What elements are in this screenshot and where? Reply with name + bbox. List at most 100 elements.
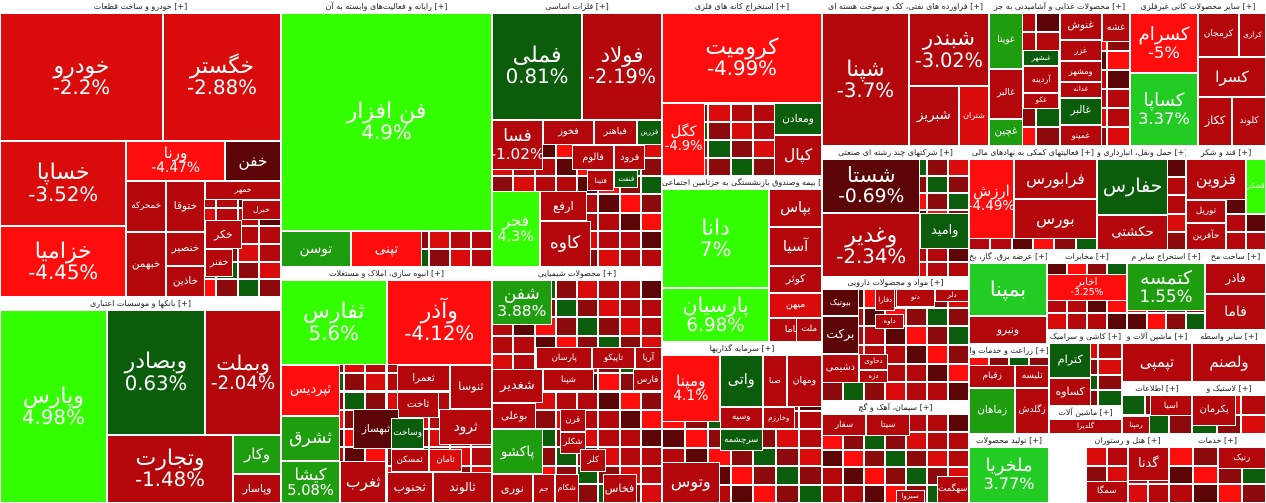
stock-tile[interactable]: خگستر -2.88% <box>162 13 281 141</box>
minor-stock-tile[interactable] <box>598 280 620 299</box>
stock-tile[interactable]: وپارس 4.98% <box>0 310 107 503</box>
stock-tile[interactable]: ثغرب <box>340 460 387 503</box>
stock-tile[interactable]: فاذر <box>1205 263 1266 294</box>
sector-header[interactable]: انبوه سازی، املاک و مستغلات [+] <box>281 267 492 281</box>
minor-stock-tile[interactable] <box>822 467 843 486</box>
stock-tile[interactable]: خاذین <box>165 265 206 297</box>
minor-stock-tile[interactable] <box>449 248 471 267</box>
sector-header[interactable]: کاشی و سرامیک [+] <box>1049 330 1122 344</box>
stock-tile[interactable]: غالبر <box>989 68 1023 120</box>
minor-stock-tile[interactable] <box>799 429 822 448</box>
stock-tile[interactable]: حکشتی <box>1097 215 1169 250</box>
stock-tile[interactable]: صبا <box>762 355 787 407</box>
minor-stock-tile[interactable] <box>1097 390 1122 406</box>
stock-tile[interactable]: جم <box>532 474 555 503</box>
stock-tile[interactable]: غشه <box>1101 13 1130 43</box>
minor-stock-tile[interactable] <box>1146 313 1166 330</box>
minor-stock-tile[interactable] <box>619 230 641 249</box>
stock-tile[interactable]: غزر <box>1059 39 1102 61</box>
stock-tile[interactable]: ومشهر <box>1059 60 1102 83</box>
minor-stock-tile[interactable] <box>864 382 885 401</box>
minor-stock-tile[interactable] <box>1241 414 1266 434</box>
sector-header[interactable]: خودرو و ساخت قطعات [+] <box>0 0 281 14</box>
minor-stock-tile[interactable] <box>927 193 948 211</box>
stock-tile[interactable]: کرمجان <box>1198 13 1239 57</box>
stock-tile[interactable]: بورس <box>1013 199 1097 240</box>
sector-header[interactable]: محصولات شیمیایی [+] <box>492 267 662 281</box>
minor-stock-tile[interactable] <box>1087 313 1107 330</box>
sector-header[interactable]: بانکها و موسسات اعتباری [+] <box>0 297 281 311</box>
sector-header[interactable]: مخابرات [+] <box>1047 250 1127 264</box>
minor-stock-tile[interactable] <box>1246 231 1266 250</box>
sector-header[interactable]: هتل و رستوران [+] <box>1086 434 1169 448</box>
stock-tile[interactable]: وغدیر -2.34% <box>822 213 921 279</box>
stock-tile[interactable]: وتجارت -1.48% <box>106 435 234 503</box>
sector-header[interactable]: سایر واسطه [+] <box>1192 330 1266 344</box>
minor-stock-tile[interactable] <box>1036 108 1060 127</box>
stock-tile[interactable]: حآفرین <box>1186 222 1226 250</box>
stock-tile[interactable]: ومهان <box>786 355 822 407</box>
sector-header[interactable]: فلزات اساسی [+] <box>492 0 662 14</box>
stock-tile[interactable]: ثامان <box>428 449 463 472</box>
stock-tile[interactable]: رنیک <box>1217 447 1266 470</box>
stock-tile[interactable]: غبشهر <box>1022 50 1060 67</box>
stock-tile[interactable]: دتو <box>895 289 936 307</box>
minor-stock-tile[interactable] <box>555 317 577 336</box>
minor-stock-tile[interactable] <box>598 428 620 448</box>
sector-header[interactable]: ماشین آلات [+] <box>1049 406 1122 420</box>
minor-stock-tile[interactable] <box>822 485 843 503</box>
minor-stock-tile[interactable] <box>598 230 620 249</box>
stock-tile[interactable]: فالوم <box>571 145 615 171</box>
stock-tile[interactable]: تپمپی <box>1122 343 1192 382</box>
minor-stock-tile[interactable] <box>948 176 969 194</box>
minor-stock-tile[interactable] <box>619 248 641 267</box>
minor-stock-tile[interactable] <box>927 345 948 364</box>
stock-tile[interactable]: فرود <box>614 145 645 171</box>
stock-tile[interactable]: کتمسه 1.55% <box>1127 263 1205 312</box>
minor-stock-tile[interactable] <box>753 103 777 122</box>
stock-tile[interactable]: فجر 4.3% <box>492 190 540 267</box>
stock-tile[interactable]: ورنا -4.47% <box>126 140 225 181</box>
minor-stock-tile[interactable] <box>948 431 969 450</box>
minor-stock-tile[interactable] <box>885 345 906 364</box>
sector-header[interactable]: زراعت و خدمات وا [+] <box>969 344 1049 358</box>
minor-stock-tile[interactable] <box>640 176 662 195</box>
stock-tile[interactable]: خبهمن <box>126 231 166 297</box>
minor-stock-tile[interactable] <box>1106 447 1128 466</box>
stock-tile[interactable]: ثجنوب <box>386 471 433 503</box>
minor-stock-tile[interactable] <box>640 194 662 213</box>
minor-stock-tile[interactable] <box>948 159 969 177</box>
stock-tile[interactable]: فباهنر <box>594 119 637 146</box>
minor-stock-tile[interactable] <box>843 382 864 401</box>
stock-tile[interactable]: شستا -0.69% <box>822 159 921 213</box>
minor-stock-tile[interactable] <box>619 428 641 448</box>
minor-stock-tile[interactable] <box>598 248 620 267</box>
stock-tile[interactable]: ثرود <box>439 409 492 445</box>
minor-stock-tile[interactable] <box>707 103 731 122</box>
stock-tile[interactable]: فارس <box>633 369 662 392</box>
stock-tile[interactable]: واتی <box>719 355 763 407</box>
stock-tile[interactable]: فرابورس <box>1013 159 1097 200</box>
minor-stock-tile[interactable] <box>927 363 948 383</box>
minor-stock-tile[interactable] <box>598 194 620 213</box>
minor-stock-tile[interactable] <box>927 431 948 450</box>
minor-stock-tile[interactable] <box>799 410 822 429</box>
minor-stock-tile[interactable] <box>885 363 906 383</box>
stock-tile[interactable]: تلیسه <box>1015 364 1049 388</box>
minor-stock-tile[interactable] <box>259 261 281 280</box>
stock-tile[interactable]: گلدیرا <box>1049 419 1122 434</box>
minor-stock-tile[interactable] <box>948 382 969 401</box>
stock-tile[interactable]: وسپه <box>719 406 763 429</box>
stock-tile[interactable]: نوری <box>492 474 533 503</box>
minor-stock-tile[interactable] <box>948 363 969 383</box>
minor-stock-tile[interactable] <box>864 485 885 503</box>
stock-tile[interactable]: کوثر <box>769 265 822 294</box>
minor-stock-tile[interactable] <box>598 372 620 392</box>
stock-tile[interactable]: وبصادر 0.63% <box>106 310 206 436</box>
stock-tile[interactable]: غنوش <box>1059 13 1102 40</box>
minor-stock-tile[interactable] <box>1106 127 1130 146</box>
stock-tile[interactable]: ثفارس 5.6% <box>281 280 387 365</box>
minor-stock-tile[interactable] <box>927 159 948 177</box>
stock-tile[interactable]: دلر <box>935 289 969 303</box>
minor-stock-tile[interactable] <box>555 298 577 318</box>
